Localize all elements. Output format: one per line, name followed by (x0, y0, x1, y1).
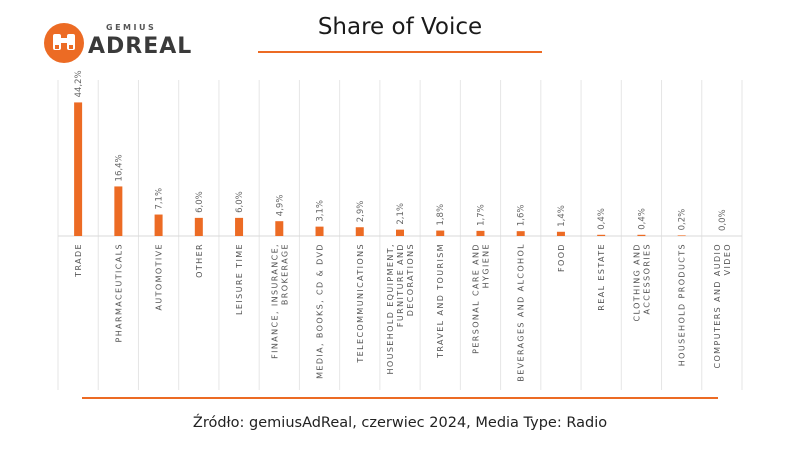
category-label: BROKERAGE (280, 243, 289, 305)
bar (637, 234, 646, 236)
data-label: 0,4% (637, 208, 647, 230)
data-label: 0,2% (678, 209, 688, 231)
data-label: 16,4% (114, 154, 124, 181)
bar (355, 227, 364, 236)
footer-rule (82, 397, 718, 399)
chart-title: Share of Voice (317, 14, 483, 40)
category-label: FURNITURE AND (396, 243, 405, 327)
category-label: PERSONAL CARE AND (471, 243, 480, 354)
data-label: 2,9% (356, 201, 366, 223)
data-label: 4,9% (275, 195, 285, 217)
category-label: FOOD (557, 243, 566, 272)
category-label: TRADE (74, 243, 83, 278)
category-label: DECORATIONS (406, 243, 415, 316)
data-label: 1,7% (476, 204, 486, 226)
data-label: 2,1% (396, 203, 406, 225)
category-label: OTHER (195, 243, 204, 278)
category-label: PHARMACEUTICALS (114, 243, 123, 342)
bar (677, 235, 686, 236)
data-label: 0,0% (718, 209, 728, 231)
category-label: TELECOMMUNICATIONS (356, 243, 365, 364)
data-label: 7,1% (155, 188, 165, 210)
data-label: 1,6% (517, 205, 527, 227)
category-label: HOUSEHOLD EQUIPMENT, (386, 243, 395, 375)
category-label: VIDEO (723, 243, 732, 275)
bar (114, 186, 123, 236)
category-label: TRAVEL AND TOURISM (436, 243, 445, 359)
bar (315, 226, 324, 236)
gemius-adreal-logo: GEMIUS ADREAL (44, 20, 194, 66)
category-label: COMPUTERS AND AUDIO (713, 243, 722, 369)
logo-gemius-text: GEMIUS (106, 23, 157, 32)
source-note: Źródło: gemiusAdReal, czerwiec 2024, Med… (192, 415, 608, 431)
data-label: 6,0% (195, 191, 205, 213)
data-label: 44,2% (74, 70, 84, 97)
bar (154, 214, 163, 236)
bar (476, 230, 485, 236)
category-label: HYGIENE (481, 243, 490, 288)
category-label: ACCESSORIES (642, 243, 651, 314)
logo-adreal-text: ADREAL (88, 34, 193, 59)
bar (597, 234, 606, 236)
data-label: 3,1% (316, 200, 326, 222)
bar (74, 102, 83, 236)
category-label: AUTOMOTIVE (155, 243, 164, 310)
category-label: FINANCE, INSURANCE, (270, 243, 279, 359)
category-label: MEDIA, BOOKS, CD & DVD (316, 243, 325, 379)
category-label: HOUSEHOLD PRODUCTS (678, 243, 687, 366)
bar (235, 217, 244, 236)
title-underline (258, 51, 542, 53)
category-label: BEVERAGES AND ALCOHOL (517, 243, 526, 382)
bar (516, 231, 525, 236)
bar (396, 229, 404, 236)
bar (275, 221, 284, 236)
category-label: LEISURE TIME (235, 243, 244, 315)
binoculars-icon (44, 23, 84, 63)
category-label: REAL ESTATE (597, 243, 606, 311)
data-label: 0,4% (597, 208, 607, 230)
bar (436, 230, 445, 236)
bar (556, 231, 565, 236)
data-label: 1,8% (436, 204, 446, 226)
bar (194, 217, 203, 236)
data-label: 6,0% (235, 191, 245, 213)
category-label: CLOTHING AND (632, 243, 641, 321)
data-label: 1,4% (557, 205, 567, 227)
